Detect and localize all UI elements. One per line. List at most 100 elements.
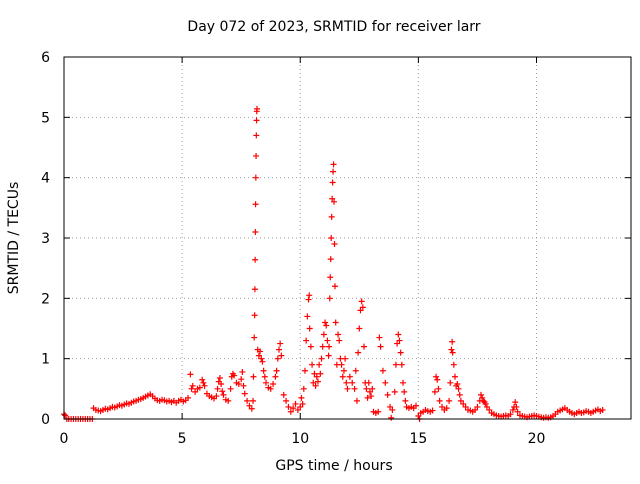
data-point [324,337,331,344]
data-point [454,381,461,388]
data-point [220,391,227,398]
data-point [312,382,319,389]
data-point [252,256,259,263]
data-point [472,406,479,413]
data-point [251,334,258,341]
data-point [434,376,441,383]
data-point [395,331,402,338]
data-point [384,391,391,398]
data-point [196,384,203,391]
data-point [261,373,268,380]
data-point [244,397,251,404]
data-point [483,403,490,410]
data-point [449,338,456,345]
data-point [241,390,248,397]
data-point [389,406,396,413]
data-point [355,349,362,356]
data-point [447,379,454,386]
y-tick-label: 1 [41,352,50,368]
data-point [257,348,264,355]
y-axis-label: SRMTID / TECUs [6,182,22,295]
data-point [227,385,234,392]
x-axis-label: GPS time / hours [275,458,392,474]
data-point [382,379,389,386]
x-tick-label: 20 [528,431,546,447]
data-point [356,325,363,332]
data-point [379,367,386,374]
data-point [252,174,259,181]
data-point [277,340,284,347]
data-point [460,400,467,407]
data-point [306,325,313,332]
data-point [298,394,305,401]
data-point [213,393,220,400]
data-point [332,319,339,326]
data-point [254,105,261,112]
y-tick-label: 5 [41,110,50,126]
data-point [450,361,457,368]
data-point [388,414,395,421]
data-point [330,168,337,175]
data-point [258,355,265,362]
data-point [201,382,208,389]
data-point [252,228,259,235]
data-point [185,394,192,401]
data-point [340,367,347,374]
data-point [274,355,281,362]
data-point [331,283,338,290]
data-point [328,213,335,220]
data-point [225,397,232,404]
data-point [396,337,403,344]
data-points [61,105,606,422]
data-point [313,373,320,380]
data-point [199,376,206,383]
data-point [189,382,196,389]
data-point [486,406,493,413]
data-point [387,403,394,410]
data-point [270,381,277,388]
data-point [359,304,366,311]
data-point [392,361,399,368]
data-point [329,179,336,186]
data-point [402,397,409,404]
data-point [436,397,443,404]
data-point [509,406,516,413]
data-point [401,388,408,395]
data-point [305,296,312,303]
data-point [309,361,316,368]
y-tick-label: 2 [41,291,50,307]
data-point [512,399,519,406]
data-point [366,388,373,395]
data-point [435,385,442,392]
data-point [303,337,310,344]
data-point [331,198,338,205]
data-point [474,403,481,410]
data-point [314,378,321,385]
x-tick-label: 5 [178,431,187,447]
data-point [431,388,438,395]
data-point [299,400,306,407]
data-point [331,241,338,248]
data-point [353,397,360,404]
data-point [62,412,69,419]
data-point [482,400,489,407]
data-point [300,385,307,392]
data-point [413,402,420,409]
data-point [260,367,267,374]
x-tick-label: 15 [409,431,427,447]
data-point [327,274,334,281]
data-point [319,343,326,350]
data-point [513,403,520,410]
data-point [187,371,194,378]
data-point [344,385,351,392]
data-point [304,313,311,320]
data-point [326,295,333,302]
data-point [451,373,458,380]
data-point [477,391,484,398]
data-point [479,394,486,401]
data-point [214,385,221,392]
x-tick-label: 10 [291,431,309,447]
data-point [455,385,462,392]
